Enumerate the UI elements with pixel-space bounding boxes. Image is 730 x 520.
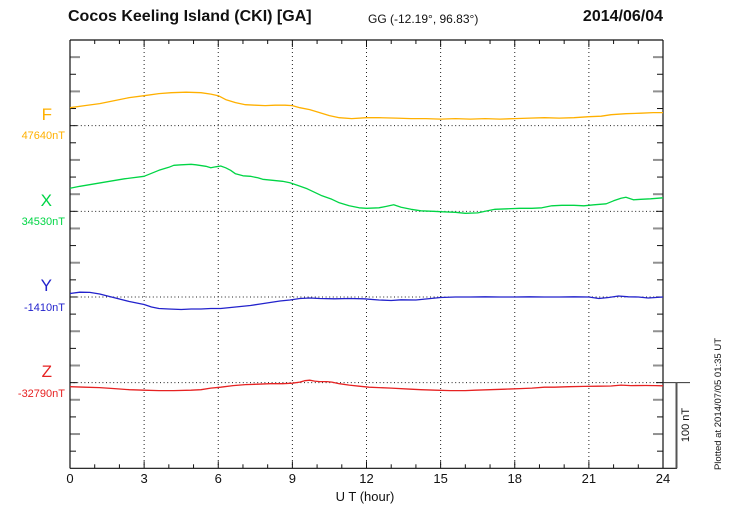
x-axis-tick-label-12: 12 — [359, 471, 374, 486]
x-axis-tick-label-18: 18 — [507, 471, 522, 486]
trace-f — [69, 91, 663, 120]
series-label-f: F — [41, 105, 52, 124]
series-baseline-value-y: -1410nT — [24, 302, 65, 314]
trace-y — [69, 291, 664, 311]
x-axis-tick-label-21: 21 — [581, 471, 597, 486]
series-baseline-value-z: -32790nT — [17, 388, 65, 400]
x-axis-tick-label-15: 15 — [433, 471, 448, 486]
series-label-x: X — [40, 191, 52, 210]
trace-x — [69, 163, 664, 214]
geographic-coordinates: GG (-12.19°, 96.83°) — [368, 12, 479, 26]
series-baseline-value-x: 34530nT — [21, 216, 65, 228]
x-axis-tick-label-24: 24 — [655, 471, 671, 486]
x-axis-tick-label-6: 6 — [214, 471, 222, 486]
station-title: Cocos Keeling Island (CKI) [GA] — [68, 8, 312, 25]
x-axis-tick-label-3: 3 — [140, 471, 148, 486]
plot-date: 2014/06/04 — [582, 8, 663, 25]
series-label-y: Y — [40, 276, 52, 295]
series-baseline-value-f: 47640nT — [21, 130, 65, 142]
series-label-z: Z — [41, 362, 52, 381]
trace-z — [69, 379, 664, 392]
x-axis-tick-label-0: 0 — [66, 471, 74, 486]
x-axis-tick-label-9: 9 — [288, 471, 296, 486]
x-axis-title: U T (hour) — [335, 489, 395, 504]
plotted-at-timestamp: Plotted at 2014/07/05 01:35 UT — [712, 337, 724, 471]
